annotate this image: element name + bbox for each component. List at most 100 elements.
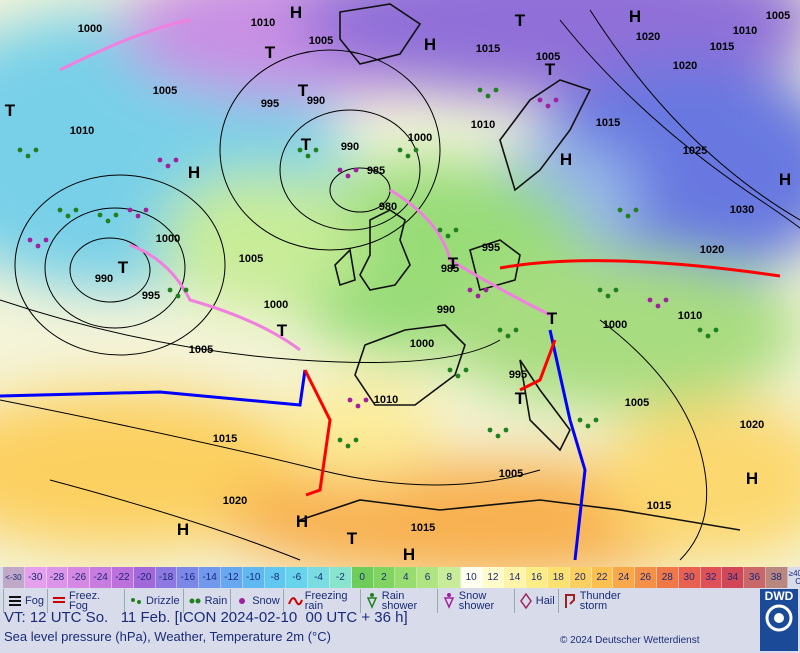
legend-label: Hail <box>535 595 555 607</box>
scale-cell: 2 <box>373 567 396 588</box>
pressure-center: T <box>265 43 276 62</box>
temperature-scale: <-30 -30 -28 -26 -24 -22 -20 -18 -16 -14 -12 -10 -8-… <box>3 567 800 588</box>
scale-cell: 6 <box>417 567 439 588</box>
isobar-label: 1010 <box>733 25 757 37</box>
isobar-label: 995 <box>482 242 500 254</box>
temperature-field <box>0 0 800 567</box>
scale-cell: 20 <box>569 567 592 588</box>
description: Sea level pressure (hPa), Weather, Tempe… <box>4 629 331 644</box>
isobar-label: 1020 <box>673 60 697 72</box>
isobar-label: 1000 <box>264 299 288 311</box>
isobar-label: 1005 <box>536 51 560 63</box>
isobars <box>0 9 800 561</box>
rain-symbol <box>43 237 49 243</box>
rain-symbol <box>633 207 639 213</box>
logo-text: DWD <box>764 589 794 603</box>
rain-symbol <box>597 287 603 293</box>
rain-symbol <box>447 367 453 373</box>
legend-item: Snow <box>230 589 283 613</box>
scale-cell: -10 <box>242 567 265 588</box>
scale-cell: 30 <box>678 567 701 588</box>
scale-cell: 26 <box>635 567 657 588</box>
scale-cell: -6 <box>286 567 309 588</box>
pressure-center: T <box>301 135 312 154</box>
isobar-label: 990 <box>437 304 455 316</box>
rain-symbol <box>353 167 359 173</box>
isobar-label: 1005 <box>309 35 333 47</box>
scale-cell: -30 <box>24 567 47 588</box>
isobar-label: 1010 <box>471 119 495 131</box>
legend-label: Snow <box>252 595 280 607</box>
isobar-label: 1010 <box>374 394 398 406</box>
rain-symbol <box>577 417 583 423</box>
legend-item: Freezing rain <box>282 589 360 613</box>
isobar-label: 1010 <box>251 17 275 29</box>
rain-symbol <box>445 233 451 239</box>
rain-symbol <box>713 327 719 333</box>
isobar-label: 1000 <box>408 132 432 144</box>
legend-label: Rain <box>204 595 228 607</box>
isobar-label: 1020 <box>740 419 764 431</box>
scale-cell: 28 <box>656 567 679 588</box>
logo: DWD <box>760 589 798 651</box>
scale-cell: 18 <box>547 567 570 588</box>
isobar-label: 1005 <box>153 85 177 97</box>
rain-symbol <box>65 213 71 219</box>
rain-symbol <box>345 443 351 449</box>
rain-symbol <box>625 213 631 219</box>
legend-label: Rain shower <box>381 590 418 612</box>
pressure-center: H <box>290 3 302 22</box>
pressure-center: T <box>347 529 358 548</box>
pressure-center: T <box>545 60 556 79</box>
isobar-label: 990 <box>341 141 359 153</box>
legend-item: Snow shower <box>436 589 514 613</box>
scale-cell: 0 <box>351 567 374 588</box>
valid-time: VT: 12 UTC So. 11 Feb. [ICON 2024-02-10 … <box>4 609 408 626</box>
rain-symbol <box>503 427 509 433</box>
isobar-label: 995 <box>261 98 279 110</box>
scale-cell: -28 <box>46 567 69 588</box>
legend-icon <box>287 597 303 606</box>
scale-cell: 24 <box>613 567 636 588</box>
rain-symbol <box>553 97 559 103</box>
legend-icon <box>239 598 246 604</box>
scale-cell: 16 <box>526 567 548 588</box>
fronts <box>0 18 781 561</box>
scale-cell: 34 <box>722 567 745 588</box>
scale-cell: 8 <box>438 567 461 588</box>
legend-icon <box>130 598 141 604</box>
rain-symbol <box>73 207 79 213</box>
scale-cell: -22 <box>111 567 134 588</box>
rain-symbol <box>167 287 173 293</box>
rain-symbol <box>647 297 653 303</box>
rain-symbol <box>363 397 369 403</box>
legend-item: Fog <box>3 589 47 613</box>
legend-item: Rain shower <box>359 589 437 613</box>
legend-item: Drizzle <box>123 589 183 613</box>
isobar-label: 1015 <box>647 500 671 512</box>
rain-symbol <box>313 147 319 153</box>
isobar-label: 1000 <box>603 319 627 331</box>
isobar-label: 1010 <box>678 310 702 322</box>
scale-cell: 12 <box>482 567 505 588</box>
isobar-label: 1020 <box>223 495 247 507</box>
isobar-label: 985 <box>441 263 459 275</box>
rain-symbol <box>463 367 469 373</box>
rain-symbol <box>57 207 63 213</box>
coastlines <box>299 3 741 531</box>
pressure-center: H <box>177 520 189 539</box>
rain-symbol <box>135 213 141 219</box>
rain-symbol <box>495 433 501 439</box>
rain-symbol <box>605 293 611 299</box>
rain-symbol <box>437 227 443 233</box>
pressure-center: T <box>5 101 16 120</box>
isobar-label: 1005 <box>625 397 649 409</box>
rain-symbol <box>175 293 181 299</box>
rain-symbol <box>475 293 481 299</box>
isobar-label: 1020 <box>700 244 724 256</box>
pressure-center: H <box>779 170 791 189</box>
legend-icon <box>443 593 454 609</box>
isobar-label: 995 <box>509 369 527 381</box>
rain-symbol <box>487 427 493 433</box>
isobar-label: 1000 <box>156 233 180 245</box>
